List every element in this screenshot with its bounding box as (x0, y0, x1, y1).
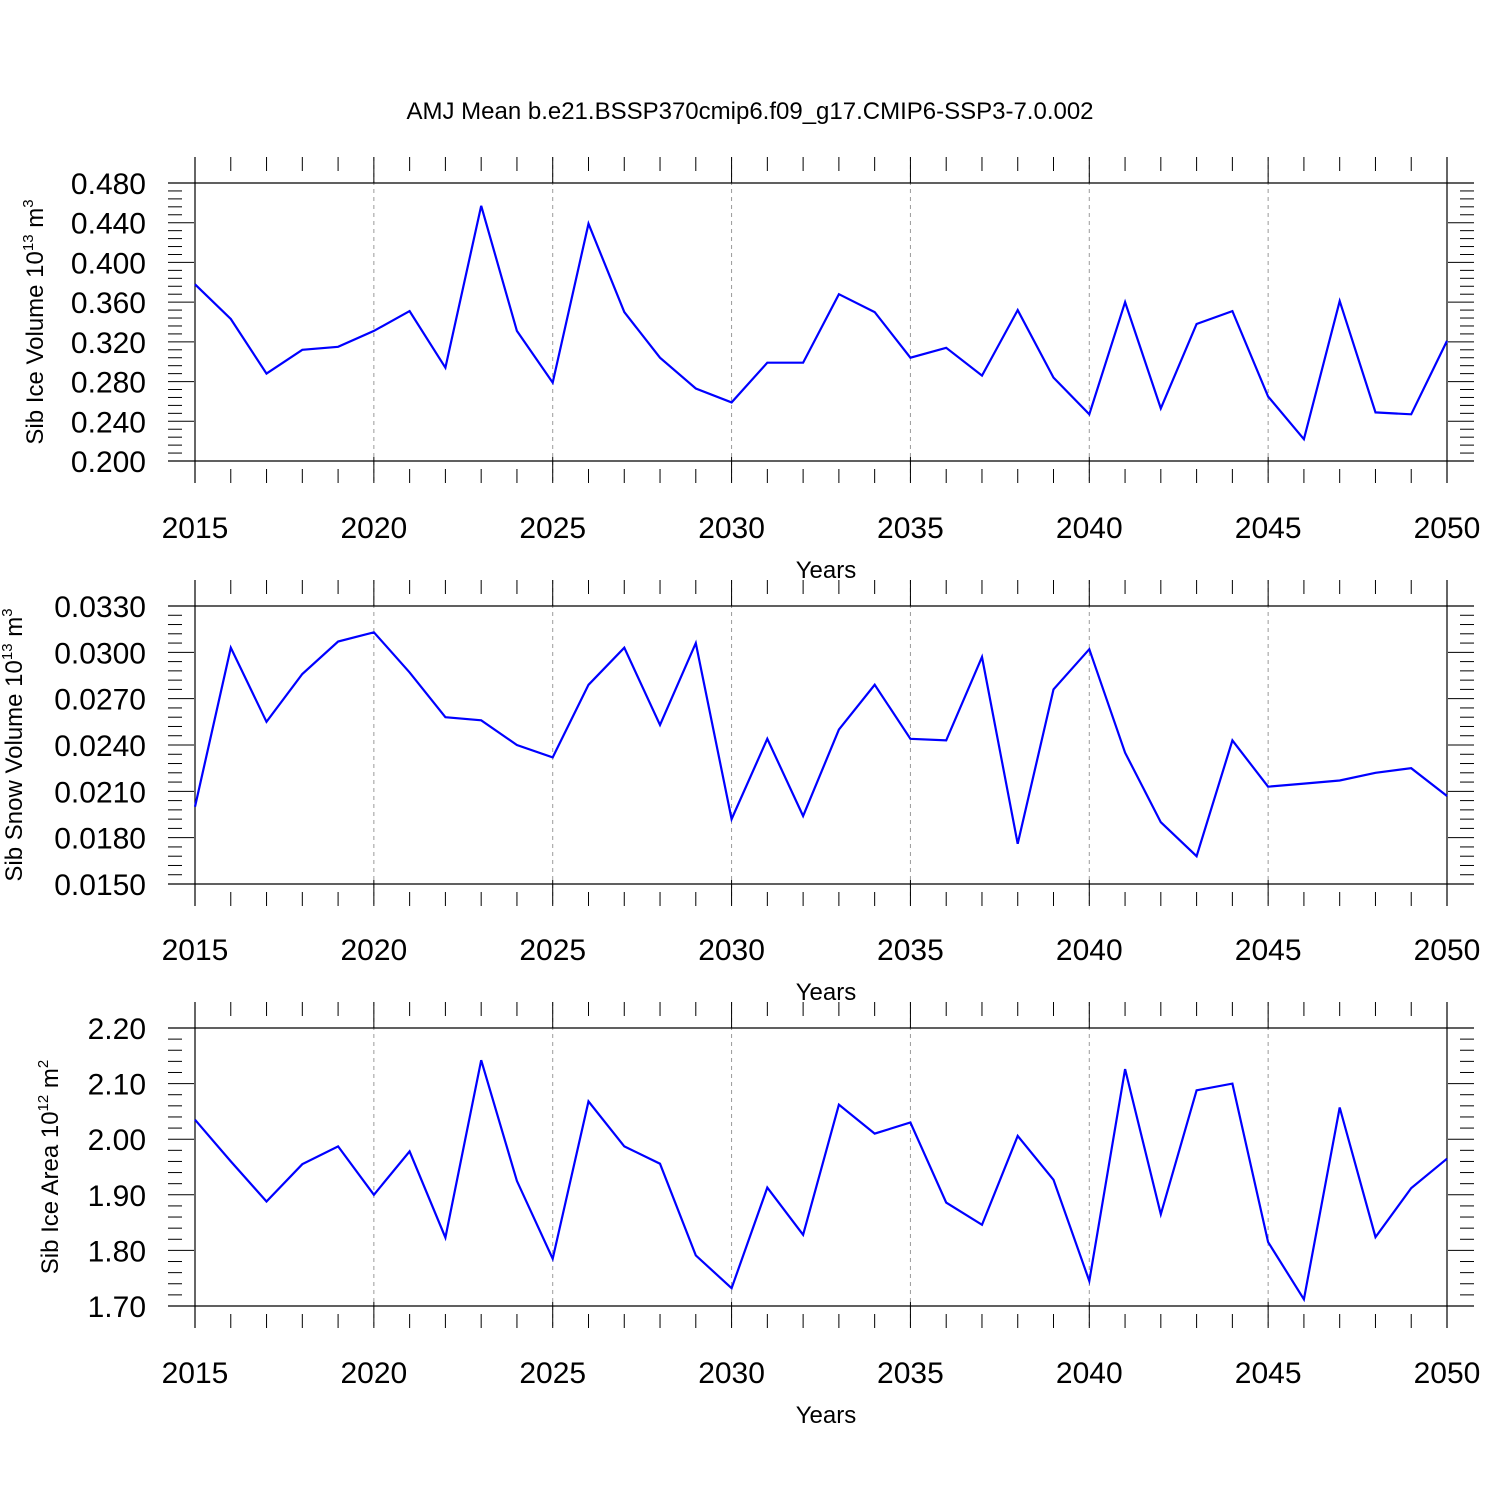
y-axis-title-main: Sib Snow Volume 10 (1, 660, 28, 881)
y-tick-label: 0.440 (71, 208, 146, 241)
y-tick-label: 2.00 (88, 1124, 146, 1157)
x-tick-label: 2050 (1414, 1357, 1481, 1390)
y-tick-label: 0.0270 (54, 684, 146, 717)
y-axis-title-exponent: 13 (20, 234, 37, 251)
y-axis-title-main: Sib Ice Volume 10 (22, 251, 49, 444)
y-tick-label: 1.70 (88, 1291, 146, 1324)
x-axis-title: Years (796, 979, 857, 1006)
y-tick-label: 1.80 (88, 1235, 146, 1268)
x-tick-label: 2030 (698, 1357, 765, 1390)
y-axis-title: Sib Snow Volume 1013 m3 (0, 608, 28, 881)
x-tick-label: 2020 (340, 934, 407, 967)
x-tick-label: 2035 (877, 512, 944, 545)
x-tick-label: 2030 (698, 512, 765, 545)
x-tick-label: 2050 (1414, 512, 1481, 545)
y-tick-label: 0.280 (71, 367, 146, 400)
y-tick-label: 0.240 (71, 406, 146, 439)
series-line (194, 205, 1448, 442)
y-tick-label: 0.0330 (54, 591, 146, 624)
y-axis-title-unit: m (37, 1068, 64, 1095)
y-tick-label: 2.10 (88, 1069, 146, 1102)
x-axis-title: Years (796, 557, 857, 584)
y-tick-label: 0.360 (71, 287, 146, 320)
series-line (193, 631, 1448, 859)
x-tick-label: 2015 (162, 1357, 229, 1390)
x-tick-label: 2025 (519, 512, 586, 545)
y-axis-title: Sib Ice Volume 1013 m3 (20, 199, 49, 444)
x-tick-label: 2035 (877, 934, 944, 967)
x-tick-label: 2040 (1056, 1357, 1123, 1390)
x-tick-label: 2030 (698, 934, 765, 967)
y-tick-label: 0.400 (71, 247, 146, 280)
y-axis-title-exponent: 13 (0, 643, 16, 660)
y-tick-label: 1.90 (88, 1180, 146, 1213)
x-tick-label: 2040 (1056, 512, 1123, 545)
y-tick-label: 0.0150 (54, 869, 146, 902)
chart-panel-1: 0.200 0.240 0.280 0.320 0.360 0.400 0.440 0.480… (20, 157, 1480, 584)
x-tick-label: 2045 (1235, 1357, 1302, 1390)
y-axis-title-unit: m (1, 617, 28, 644)
y-axis-title-unit: m (22, 208, 49, 235)
x-tick-label: 2045 (1235, 512, 1302, 545)
y-tick-label: 2.20 (88, 1013, 146, 1046)
x-tick-label: 2050 (1414, 934, 1481, 967)
x-tick-label: 2020 (340, 512, 407, 545)
chart-panel-2: 0.0150 0.0180 0.0210 0.0240 0.0270 0.0300 0.03… (0, 580, 1480, 1006)
y-tick-label: 0.0180 (54, 823, 146, 856)
y-tick-label: 0.0240 (54, 730, 146, 763)
x-axis-title: Years (796, 1402, 857, 1429)
x-tick-label: 2025 (519, 934, 586, 967)
y-axis-title-unit-exponent: 3 (0, 608, 16, 616)
y-tick-label: 0.0300 (54, 637, 146, 670)
x-tick-label: 2035 (877, 1357, 944, 1390)
chart-panel-3: 1.70 1.80 1.90 2.00 2.10 2.20 2015 2020 2025 2030… (35, 1002, 1480, 1429)
x-tick-label: 2015 (162, 934, 229, 967)
y-axis-title-unit-exponent: 3 (20, 199, 37, 207)
y-axis-title-unit-exponent: 2 (35, 1060, 52, 1068)
x-tick-label: 2015 (162, 512, 229, 545)
y-tick-label: 0.480 (71, 168, 146, 201)
y-tick-label: 0.0210 (54, 776, 146, 809)
chart-title: AMJ Mean b.e21.BSSP370cmip6.f09_g17.CMIP… (406, 98, 1093, 125)
y-axis-title-main: Sib Ice Area 10 (37, 1111, 64, 1274)
x-tick-label: 2045 (1235, 934, 1302, 967)
y-axis-title: Sib Ice Area 1012 m2 (35, 1060, 64, 1274)
series-line (194, 1059, 1448, 1303)
x-tick-label: 2020 (340, 1357, 407, 1390)
y-axis-title-exponent: 12 (35, 1095, 52, 1112)
y-tick-label: 0.320 (71, 327, 146, 360)
y-tick-label: 0.200 (71, 446, 146, 479)
x-tick-label: 2025 (519, 1357, 586, 1390)
x-tick-label: 2040 (1056, 934, 1123, 967)
